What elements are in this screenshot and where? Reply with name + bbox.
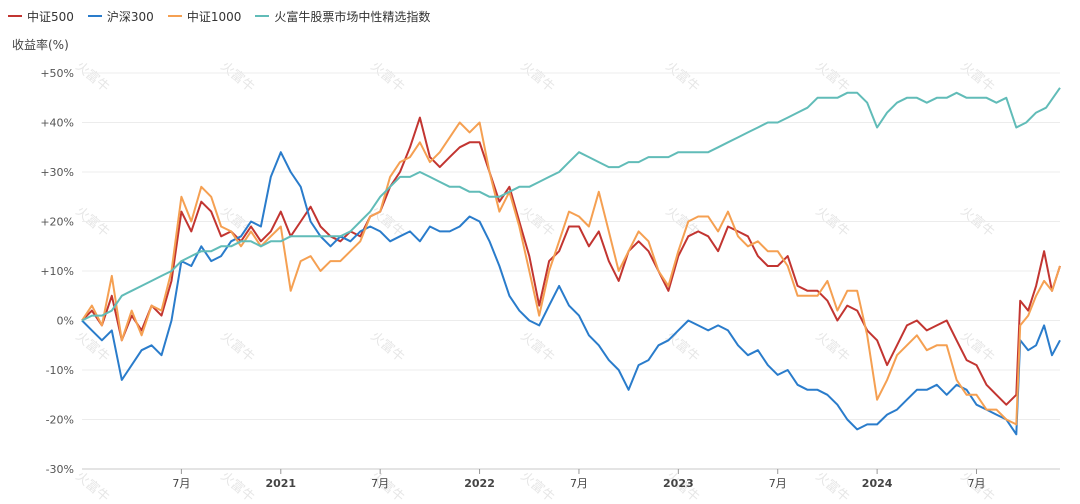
y-tick-label: +20% — [40, 216, 74, 229]
watermark-text: 火富牛 — [957, 328, 997, 365]
series-line-1 — [81, 116, 1061, 406]
watermark-text: 火富牛 — [367, 328, 407, 365]
x-tick-label: 7月 — [570, 477, 588, 490]
legend-swatch — [167, 15, 182, 17]
x-tick-label: 2021 — [265, 477, 296, 490]
legend-label: 中证1000 — [186, 9, 242, 24]
watermark-text: 火富牛 — [217, 58, 257, 95]
legend-swatch — [8, 15, 22, 17]
chart-legend: 中证500 沪深300 中证1000 火富牛股票市场中性精选指数 — [8, 6, 444, 26]
watermark-text: 火富牛 — [367, 58, 407, 95]
x-tick-label: 7月 — [172, 477, 190, 490]
watermark-text: 火富牛 — [812, 58, 852, 95]
watermark-text: 火富牛 — [517, 58, 557, 95]
y-tick-label: -20% — [46, 414, 74, 427]
x-tick-label: 2022 — [464, 477, 495, 490]
legend-item-3[interactable]: 中证1000 — [167, 8, 242, 25]
y-tick-label: -30% — [46, 463, 74, 476]
y-tick-label: +50% — [40, 67, 74, 80]
watermark-text: 火富牛 — [217, 468, 257, 504]
legend-item-1[interactable]: 中证500 — [8, 8, 74, 25]
watermark-text: 火富牛 — [517, 468, 557, 504]
legend-item-4[interactable]: 火富牛股票市场中性精选指数 — [255, 8, 430, 25]
legend-label: 中证500 — [27, 9, 74, 24]
watermark-text: 火富牛 — [957, 58, 997, 95]
watermark-text: 火富牛 — [517, 328, 557, 365]
y-tick-label: +40% — [40, 117, 74, 130]
y-tick-label: +10% — [40, 265, 74, 278]
series-line-2 — [81, 151, 1061, 436]
watermark-text: 火富牛 — [72, 58, 112, 95]
y-tick-label: +30% — [40, 166, 74, 179]
legend-item-2[interactable]: 沪深300 — [87, 8, 154, 25]
legend-label: 沪深300 — [106, 9, 154, 24]
legend-swatch — [87, 15, 102, 17]
x-tick-label: 7月 — [968, 477, 986, 490]
x-tick-label: 2024 — [862, 477, 893, 490]
watermark-text: 火富牛 — [812, 468, 852, 504]
watermark-text: 火富牛 — [662, 328, 702, 365]
watermark-text: 火富牛 — [662, 58, 702, 95]
watermark-text: 火富牛 — [812, 328, 852, 365]
y-tick-label: -10% — [46, 364, 74, 377]
x-tick-label: 7月 — [371, 477, 389, 490]
x-tick-label: 7月 — [769, 477, 787, 490]
series-line-4 — [81, 87, 1061, 322]
y-axis-label: 收益率(%) — [12, 38, 69, 52]
watermark-text: 火富牛 — [72, 328, 112, 365]
watermark-text: 火富牛 — [217, 328, 257, 365]
y-tick-label: 0% — [57, 315, 74, 328]
legend-swatch — [255, 15, 270, 17]
x-tick-label: 2023 — [663, 477, 694, 490]
series-line-3 — [81, 121, 1061, 426]
legend-label: 火富牛股票市场中性精选指数 — [274, 9, 431, 24]
watermark-text: 火富牛 — [72, 468, 112, 504]
